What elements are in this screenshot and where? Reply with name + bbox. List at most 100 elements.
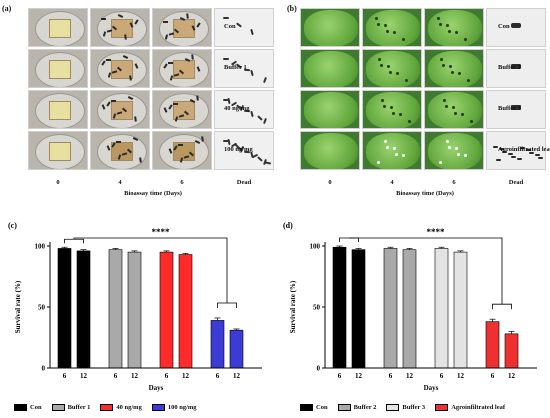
panel-a-photo-r1-c3 [152,8,212,47]
chart-c-legend-label: 100 ng/mg [167,404,197,411]
chart-c-legend-swatch [51,404,65,411]
panel-a-label: (a) [2,4,12,13]
chart-c-x-tick-label: 12 [182,372,190,380]
chart-d-x-tick-label: 6 [389,372,393,380]
chart-c-y-tick-label: 50 [38,304,46,312]
panel-b-col-label: Dead [508,179,524,186]
chart-d-significance-bracket [349,237,503,305]
panel-a-x-axis-title: Bioassay time (Days) [124,190,182,197]
chart-d-legend-item: Agroinfiltrated leaf [435,404,505,411]
chart-d-significance-label: **** [427,227,446,237]
chart-c-y-tick-label: 0 [42,365,46,373]
panel-a-photo-r3-c4 [214,90,274,129]
panel-b-photo-r1-c1 [300,8,360,47]
chart-d-x-tick-label: 12 [355,372,363,380]
chart-c-bar [108,249,123,369]
chart-d-x-tick-label: 12 [406,372,414,380]
chart-c-significance-label: **** [152,227,171,237]
chart-d-x-tick-label: 6 [338,372,342,380]
chart-c-bar [210,320,225,369]
chart-c-legend-swatch [100,404,114,411]
panel-a-photo-r2-c1 [28,49,88,88]
chart-c-x-tick-label: 6 [165,372,169,380]
panel-b-col-label: 4 [390,179,394,186]
chart-c-bar [159,251,174,369]
chart-c-legend-item: 100 ng/mg [151,404,197,411]
panel-a-photo-r4-c3 [152,131,212,170]
chart-d-x-tick-label: 6 [491,372,495,380]
panel-b-row-label: Buffer 2 [498,64,521,71]
chart-c-panel-label: (c) [8,221,17,230]
panel-a-photo-r3-c2 [90,90,150,129]
chart-d-y-tick-label: 0 [317,365,321,373]
chart-c-legend-label: Con [30,404,42,411]
chart-c-x-tick-label: 6 [63,372,67,380]
chart-c-legend-item: Con [14,404,42,411]
panel-b-photo-r1-c2 [362,8,422,47]
panel-a-photo-r1-c1 [28,8,88,47]
chart-d-bar [383,248,398,369]
panel-b-photo-r4-c4 [486,131,546,170]
chart-d-panel-label: (d) [283,221,293,230]
chart-d-bar [332,246,347,369]
panel-a-photo-r1-c2 [90,8,150,47]
chart-d-legend-item: Con [300,404,328,411]
chart-d-x-tick-label: 12 [457,372,465,380]
chart-c-x-tick-label: 6 [216,372,220,380]
panel-a-row-label: 40 ng/mg [224,105,250,112]
chart-d-legend-swatch [386,404,400,411]
panel-a-photo-r3-c1 [28,90,88,129]
chart-d-bar [485,321,500,369]
panel-b-photo-r2-c4 [486,49,546,88]
chart-c-x-tick-label: 12 [131,372,139,380]
chart-d-legend-swatch [337,404,351,411]
panel-a-photo-r1-c4 [214,8,274,47]
chart-c-legend-item: 40 ng/mg [100,404,142,411]
panel-b-photo-grid [300,8,546,170]
chart-c-legend-label: 40 ng/mg [116,404,142,411]
panel-a-photo-r3-c3 [152,90,212,129]
chart-d-legend: Con Buffer 2 Buffer 3 Agroinfiltrated leaf [300,404,505,411]
chart-c-x-tick-label: 6 [114,372,118,380]
chart-d: (d) 0 50 100 Survival rate (%) 6 12 6 12 6 12 6 12 Da… [283,221,537,392]
chart-c-y-tick-label: 100 [35,243,46,251]
chart-c-y-axis-title: Survival rate (%) [14,280,22,333]
panel-a-photo-r4-c4 [214,131,274,170]
chart-c-bar [57,248,72,369]
chart-c-x-tick-label: 12 [80,372,88,380]
panel-a-row-label: Con [224,23,236,30]
panel-b-photo-r1-c3 [424,8,484,47]
panel-b-photo-r2-c2 [362,49,422,88]
chart-d-x-axis-title: Days [424,384,439,392]
chart-d-bracket-right [492,303,512,310]
panel-b-label: (b) [287,4,297,13]
chart-d-bar [402,249,417,369]
chart-c-bracket-right [217,302,237,308]
chart-d-legend-label: Buffer 2 [353,404,377,411]
panel-b-photo-r3-c3 [424,90,484,129]
chart-c-bar [127,251,142,369]
panel-b-photo-r2-c3 [424,49,484,88]
chart-d-bar [434,248,449,369]
panel-a-photo-r4-c2 [90,131,150,170]
panel-b-row-label: Buffer 3 [498,105,521,112]
chart-c-bar [76,250,91,369]
panel-b-photo-r4-c3 [424,131,484,170]
panel-a-photo-r2-c4 [214,49,274,88]
panel-a-col-label: 4 [118,179,122,186]
panel-b-x-axis-title: Bioassay time (Days) [396,190,454,197]
panel-b-photo-r2-c1 [300,49,360,88]
chart-c-significance-bracket [73,237,228,303]
panel-b-col-label: 6 [452,179,456,186]
chart-c-bar [178,254,193,369]
panel-b-photo-r1-c4 [486,8,546,47]
chart-c-legend-swatch [151,404,165,411]
panel-b-photo-r4-c1 [300,131,360,170]
chart-d-x-tick-label: 12 [508,372,516,380]
chart-c-legend-label: Buffer 1 [67,404,91,411]
panel-b-row-label: Agroinfiltrated leaf [498,146,550,153]
panel-b-photo-r3-c2 [362,90,422,129]
chart-d-legend-item: Buffer 2 [337,404,377,411]
chart-c-bar [229,329,244,369]
chart-d-legend-swatch [435,404,449,411]
